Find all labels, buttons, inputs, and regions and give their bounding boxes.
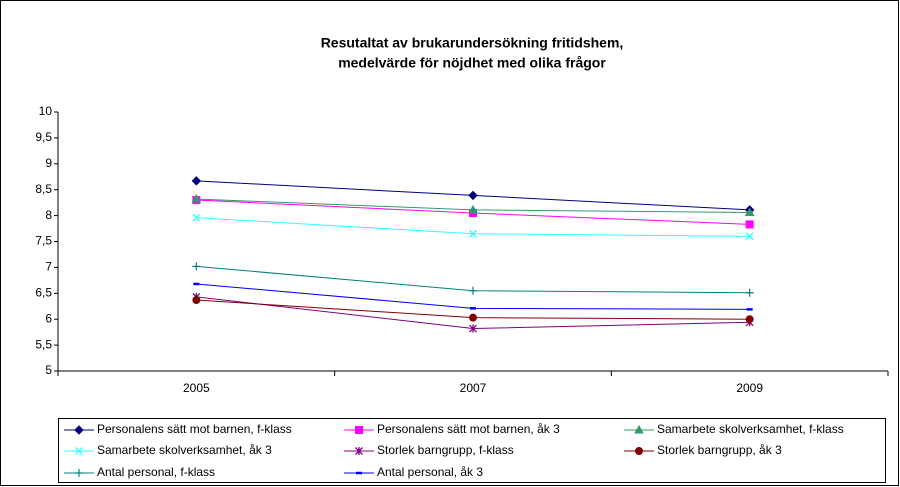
y-tick-label: 6 bbox=[45, 311, 52, 325]
y-tick-label: 7 bbox=[45, 260, 52, 274]
y-tick-label: 8,5 bbox=[35, 182, 52, 196]
legend-label: Samarbete skolverksamhet, f-klass bbox=[657, 422, 844, 436]
marker bbox=[355, 426, 363, 434]
legend-label: Antal personal, åk 3 bbox=[377, 465, 483, 479]
legend-label: Storlek barngrupp, åk 3 bbox=[657, 443, 782, 457]
marker bbox=[634, 424, 644, 434]
marker bbox=[745, 232, 754, 241]
marker bbox=[469, 313, 477, 322]
y-tick-label: 9 bbox=[45, 156, 52, 170]
y-tick-label: 7,5 bbox=[35, 234, 52, 248]
marker bbox=[744, 207, 755, 216]
marker bbox=[745, 220, 754, 229]
y-tick-label: 6,5 bbox=[35, 285, 52, 299]
x-tick-label: 2007 bbox=[460, 381, 487, 395]
x-tick-label: 2009 bbox=[736, 381, 763, 395]
legend-label: Samarbete skolverksamhet, åk 3 bbox=[97, 443, 272, 457]
marker bbox=[469, 324, 477, 333]
legend-label: Personalens sätt mot barnen, f-klass bbox=[97, 422, 292, 436]
marker bbox=[469, 229, 477, 238]
y-tick-label: 9,5 bbox=[35, 130, 52, 144]
marker bbox=[192, 262, 201, 271]
marker bbox=[468, 204, 478, 214]
legend-label: Storlek barngrupp, f-klass bbox=[377, 443, 514, 457]
y-tick-label: 10 bbox=[39, 104, 53, 118]
marker bbox=[469, 286, 477, 295]
y-tick-label: 5 bbox=[45, 363, 52, 377]
legend-label: Antal personal, f-klass bbox=[97, 465, 215, 479]
y-tick-label: 5,5 bbox=[35, 337, 52, 351]
marker bbox=[355, 447, 363, 455]
marker bbox=[745, 288, 754, 297]
x-tick-label: 2005 bbox=[183, 381, 210, 395]
marker bbox=[468, 190, 478, 201]
y-tick-label: 8 bbox=[45, 208, 52, 222]
chart-title: Resutaltat av brukarundersökning fritids… bbox=[321, 35, 624, 51]
marker bbox=[192, 213, 201, 222]
marker bbox=[191, 194, 202, 203]
marker bbox=[635, 447, 643, 455]
marker bbox=[191, 176, 202, 186]
marker bbox=[192, 296, 201, 305]
marker bbox=[745, 315, 754, 324]
legend-label: Personalens sätt mot barnen, åk 3 bbox=[377, 422, 560, 436]
legend-box bbox=[58, 418, 886, 483]
marker bbox=[75, 447, 83, 455]
marker bbox=[74, 425, 84, 435]
marker bbox=[75, 469, 83, 477]
chart-title: medelvärde för nöjdhet med olika frågor bbox=[338, 55, 606, 71]
